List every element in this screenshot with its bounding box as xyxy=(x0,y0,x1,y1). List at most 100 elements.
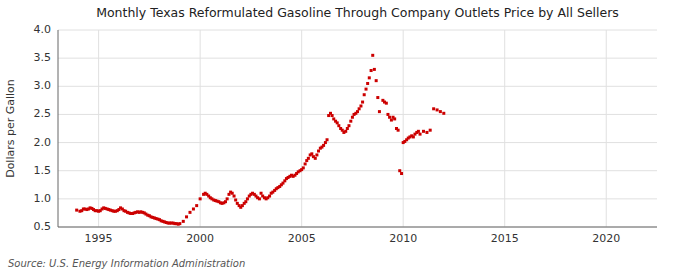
y-tick-label: 3.0 xyxy=(34,79,52,92)
points xyxy=(75,54,445,226)
data-point xyxy=(192,207,195,210)
x-tick-label: 2005 xyxy=(288,232,316,245)
x-grid-line xyxy=(98,30,99,227)
x-tick-label: 2010 xyxy=(389,232,417,245)
data-point xyxy=(442,112,445,115)
y-axis-label: Dollars per Gallon xyxy=(4,79,17,178)
data-point xyxy=(246,197,249,200)
data-point xyxy=(351,116,354,119)
data-point xyxy=(260,192,263,195)
data-point xyxy=(233,195,236,198)
data-point xyxy=(337,124,340,127)
data-point xyxy=(188,211,191,214)
data-point xyxy=(317,150,320,153)
x-tick-label: 1995 xyxy=(85,232,113,245)
data-point xyxy=(195,204,198,207)
x-tick-label: 2020 xyxy=(592,232,620,245)
data-point xyxy=(386,113,389,116)
x-grid-line xyxy=(403,30,404,227)
y-grid-line xyxy=(58,227,657,228)
x-tick-label: 2015 xyxy=(491,232,519,245)
data-point xyxy=(331,114,334,117)
y-grid-line xyxy=(58,114,657,115)
data-point xyxy=(429,129,432,132)
y-tick-label: 2.0 xyxy=(34,136,52,149)
grid xyxy=(58,30,657,227)
y-tick-label: 1.5 xyxy=(34,164,52,177)
chart: 0.51.01.52.02.53.03.54.01995200020052010… xyxy=(0,0,675,275)
source-note: Source: U.S. Energy Information Administ… xyxy=(8,258,245,269)
data-point xyxy=(388,116,391,119)
y-grid-line xyxy=(58,142,657,143)
y-grid-line xyxy=(58,30,657,31)
data-point xyxy=(412,135,415,138)
data-point xyxy=(349,120,352,123)
data-point xyxy=(322,144,325,147)
data-point xyxy=(422,130,425,133)
data-point xyxy=(400,172,403,175)
data-point xyxy=(366,82,369,85)
data-point xyxy=(226,197,229,200)
data-point xyxy=(393,117,396,120)
data-point xyxy=(385,102,388,105)
y-axis-line xyxy=(58,30,59,227)
data-point xyxy=(307,157,310,160)
y-tick-label: 3.5 xyxy=(34,51,52,64)
x-grid-line xyxy=(200,30,201,227)
x-grid-line xyxy=(606,30,607,227)
data-point xyxy=(258,197,261,200)
data-point xyxy=(347,124,350,127)
chart-container: 0.51.01.52.02.53.03.54.01995200020052010… xyxy=(0,0,675,275)
title: Monthly Texas Reformulated Gasoline Thro… xyxy=(96,5,619,20)
data-point xyxy=(373,68,376,71)
data-point xyxy=(390,119,393,122)
data-point xyxy=(185,215,188,218)
x-grid-line xyxy=(504,30,505,227)
data-point xyxy=(234,198,237,201)
data-point xyxy=(356,110,359,113)
data-point xyxy=(363,93,366,96)
data-point xyxy=(376,96,379,99)
data-point xyxy=(378,110,381,113)
data-point xyxy=(224,200,227,203)
data-point xyxy=(375,79,378,82)
x-tick-label: 2000 xyxy=(186,232,214,245)
data-point xyxy=(314,157,317,160)
data-point xyxy=(439,110,442,113)
data-point xyxy=(346,127,349,130)
data-point xyxy=(397,129,400,132)
data-point xyxy=(371,54,374,57)
y-tick-label: 1.0 xyxy=(34,192,52,205)
data-point xyxy=(244,200,247,203)
data-point xyxy=(425,131,428,134)
data-point xyxy=(436,108,439,111)
y-grid-line xyxy=(58,170,657,171)
y-grid-line xyxy=(58,58,657,59)
x-grid-line xyxy=(301,30,302,227)
data-point xyxy=(75,209,78,212)
data-point xyxy=(432,107,435,110)
data-point xyxy=(302,166,305,169)
data-point xyxy=(315,153,318,156)
y-grid-line xyxy=(58,198,657,199)
data-point xyxy=(324,141,327,144)
data-point xyxy=(358,107,361,110)
data-point xyxy=(182,220,185,223)
data-point xyxy=(361,101,364,104)
data-point xyxy=(336,121,339,124)
data-point xyxy=(231,192,234,195)
data-point xyxy=(199,197,202,200)
data-point xyxy=(268,195,271,198)
data-point xyxy=(359,104,362,107)
data-point xyxy=(370,69,373,72)
data-point xyxy=(398,169,401,172)
y-tick-label: 2.5 xyxy=(34,107,52,120)
y-tick-label: 0.5 xyxy=(34,220,52,233)
data-point xyxy=(326,138,329,141)
data-point xyxy=(304,162,307,165)
data-point xyxy=(344,130,347,133)
data-point xyxy=(368,76,371,79)
data-point xyxy=(417,130,420,133)
y-grid-line xyxy=(58,86,657,87)
data-point xyxy=(365,88,368,91)
